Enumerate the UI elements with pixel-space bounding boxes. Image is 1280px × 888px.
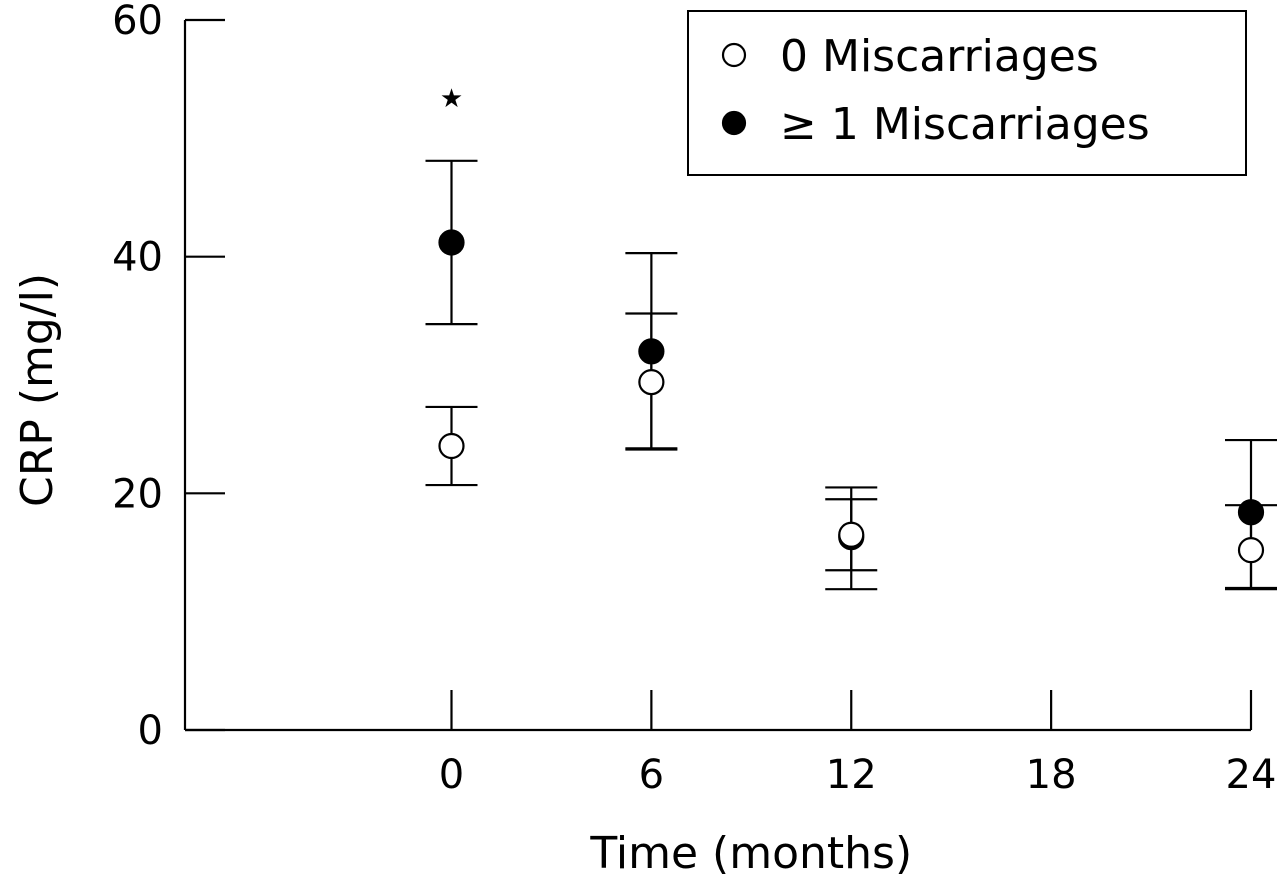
x-tick-label: 24 (1226, 752, 1277, 798)
legend: 0 Miscarriages ≥ 1 Miscarriages (687, 10, 1247, 176)
open-point (838, 521, 865, 548)
legend-label: ≥ 1 Miscarriages (780, 99, 1150, 150)
open-point (638, 369, 665, 396)
x-axis-title: Time (months) (589, 828, 912, 879)
legend-label: 0 Miscarriages (780, 31, 1099, 82)
significance-star: ★ (440, 84, 463, 114)
data-marks: ★ (425, 84, 1277, 591)
x-tick-label: 18 (1026, 752, 1077, 798)
y-tick-label: 20 (112, 471, 163, 517)
filled-point (1237, 499, 1265, 526)
x-tick-label: 0 (439, 752, 464, 798)
x-tick-label: 12 (826, 752, 877, 798)
open-point (1237, 537, 1265, 564)
filled-point (438, 229, 465, 256)
y-tick-label: 40 (112, 235, 163, 281)
x-tick-label: 6 (639, 752, 664, 798)
filled-point (638, 338, 665, 365)
y-axis-title: CRP (mg/l) (12, 273, 63, 507)
open-point (438, 432, 465, 460)
legend-box (687, 10, 1247, 176)
y-tick-label: 0 (138, 708, 163, 754)
y-tick-label: 60 (112, 0, 163, 44)
legend-open-marker (721, 42, 747, 68)
axes: 0 20 40 60 0 6 12 18 24 Time (months) CRP (mg/l) (12, 0, 1276, 879)
legend-filled-marker (721, 110, 747, 136)
